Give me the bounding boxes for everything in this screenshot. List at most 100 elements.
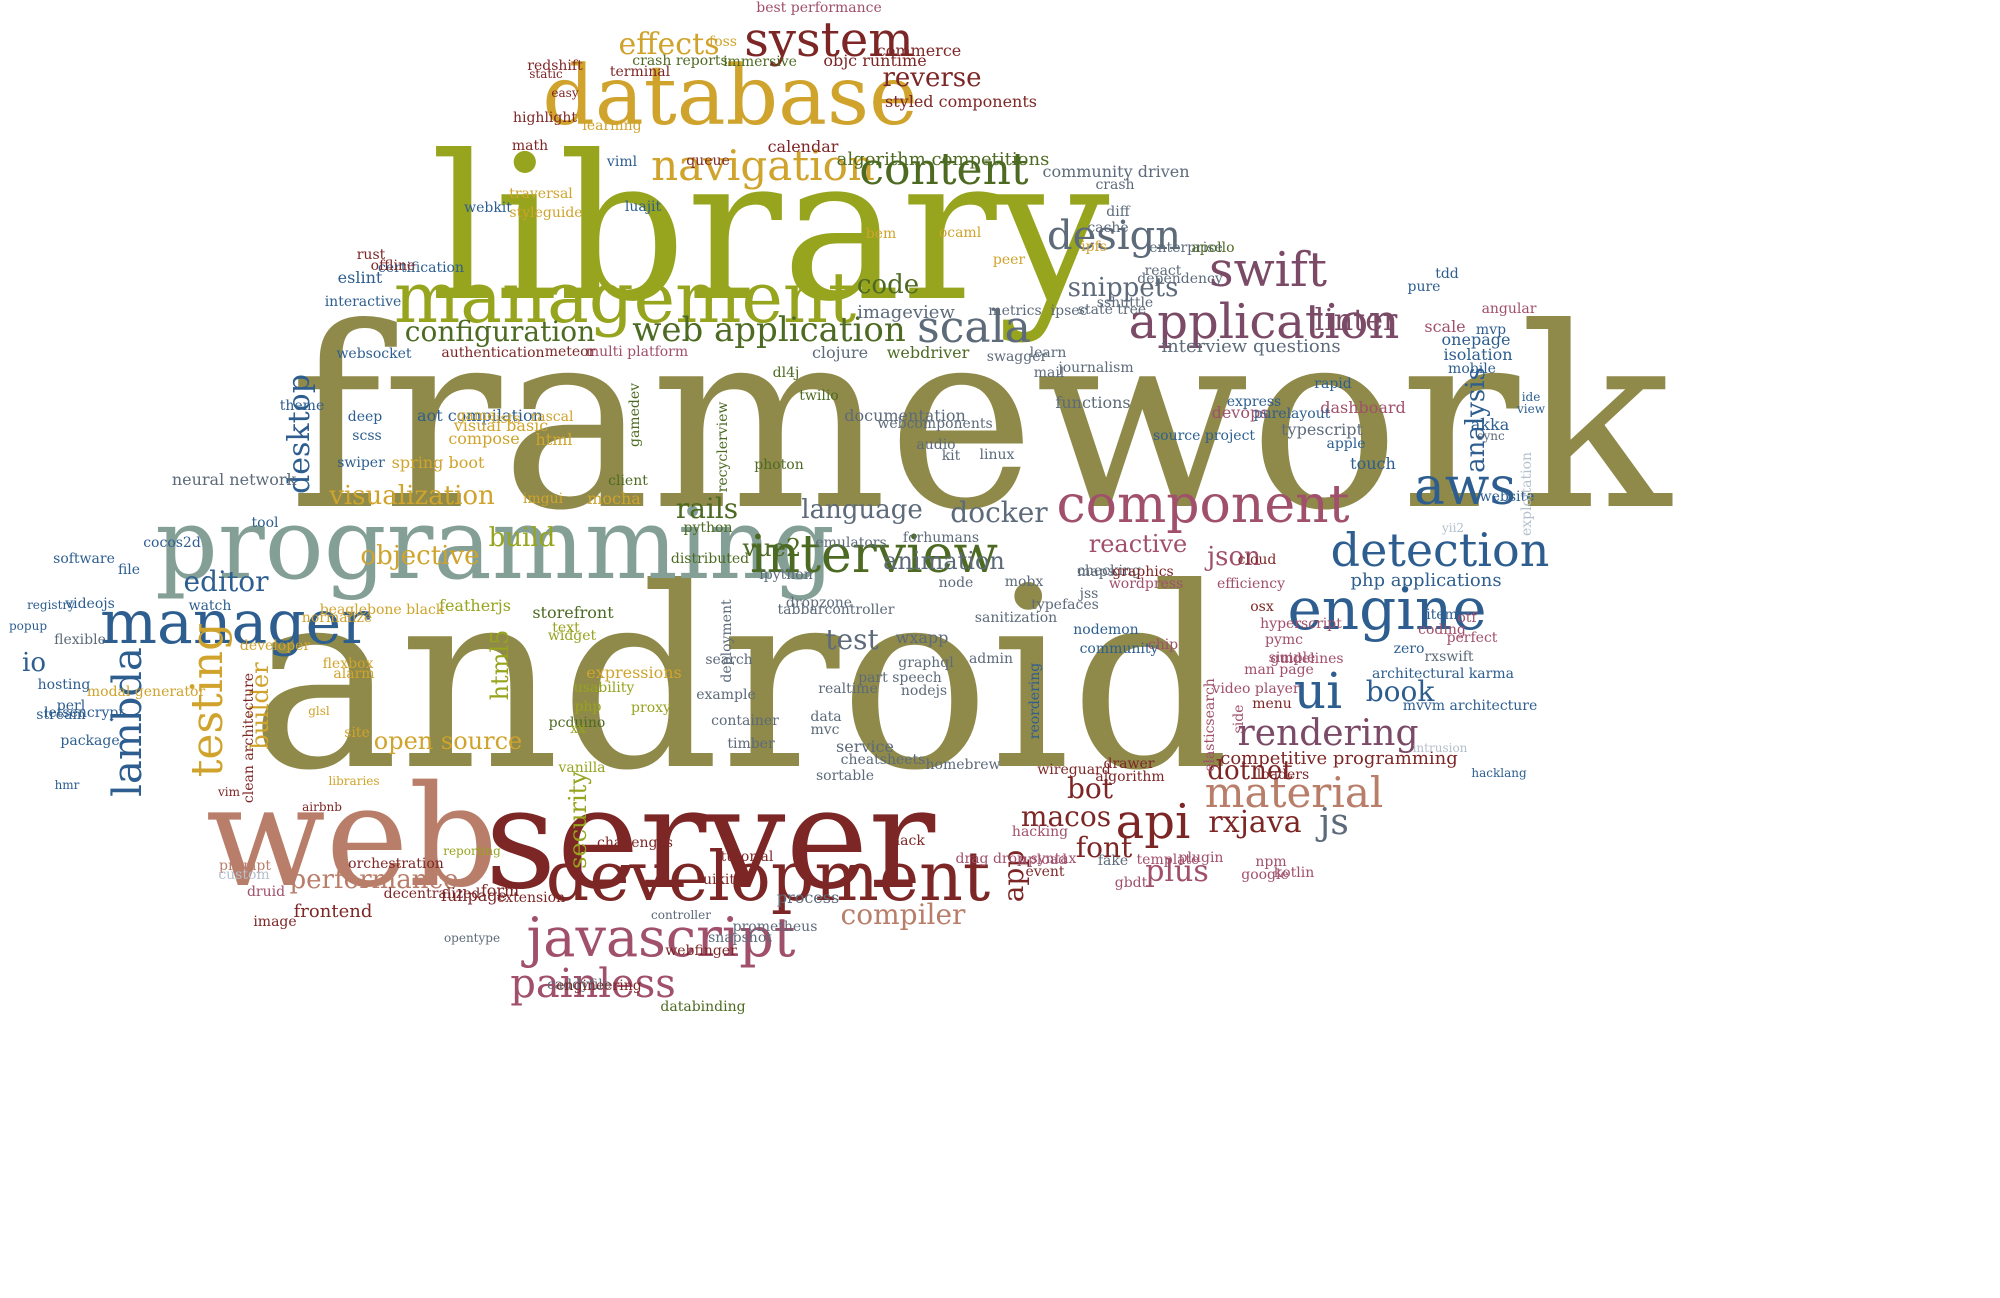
- word: exploitation: [1519, 451, 1535, 537]
- word: view: [1517, 402, 1545, 416]
- word: timber: [727, 736, 775, 752]
- word: dropzone: [785, 595, 853, 611]
- word: management: [393, 257, 857, 339]
- word: enterprise: [1149, 240, 1223, 256]
- word: sshuttle: [1096, 295, 1154, 311]
- word: webcomponents: [877, 416, 993, 432]
- word: php applications: [1350, 570, 1502, 591]
- word: react: [1144, 263, 1182, 279]
- word: sortable: [815, 768, 875, 784]
- word: redshift: [527, 58, 583, 74]
- word: akka: [1470, 415, 1510, 434]
- word: animation: [883, 547, 1005, 575]
- word: guidelines: [1270, 651, 1344, 667]
- word: vim: [218, 785, 240, 799]
- word: swift: [1208, 242, 1328, 298]
- word: scale: [1424, 317, 1466, 336]
- word: website: [1479, 489, 1535, 505]
- word: database: [542, 49, 918, 144]
- word: image: [253, 914, 297, 930]
- word: queue: [686, 153, 730, 169]
- word: tool: [251, 515, 279, 531]
- word: material: [1204, 768, 1384, 817]
- word: service: [836, 737, 894, 756]
- word: typescript: [1281, 420, 1363, 439]
- word: sanitization: [974, 610, 1058, 626]
- word: drag drop syntax: [955, 851, 1077, 867]
- word: framework: [289, 274, 1671, 565]
- word: cache: [1087, 220, 1129, 236]
- word: styled components: [885, 92, 1037, 111]
- word: game: [456, 408, 496, 424]
- word: dashboard: [1320, 398, 1406, 417]
- word: stream: [36, 707, 86, 723]
- word: man page: [1244, 662, 1314, 678]
- word: site: [344, 725, 370, 741]
- word: crash reports: [632, 53, 728, 69]
- word: beaglebone black: [319, 602, 445, 618]
- word: homebrew: [925, 757, 1001, 773]
- word: client: [608, 473, 648, 489]
- word: zero: [1393, 641, 1425, 657]
- word: twilio: [799, 388, 839, 404]
- word: open source: [373, 727, 523, 755]
- word: expressions: [586, 663, 682, 682]
- word: webkit: [464, 200, 512, 216]
- word: html5: [486, 629, 514, 701]
- word: modal generator: [86, 684, 206, 700]
- word: hosting: [37, 677, 91, 693]
- word: mocha: [587, 489, 641, 508]
- word: menu: [1252, 696, 1292, 712]
- word: simple: [1268, 650, 1316, 666]
- word: font: [1075, 831, 1133, 864]
- word: objective: [360, 541, 480, 571]
- word: ipython: [759, 567, 813, 583]
- word: extension: [496, 890, 566, 906]
- word: docker: [950, 496, 1048, 529]
- word: ocaml: [938, 225, 982, 241]
- word: compiler: [840, 898, 966, 931]
- word: certification: [378, 260, 464, 276]
- word: challenges: [597, 835, 673, 851]
- word: interview: [750, 525, 998, 585]
- word: visualization: [329, 481, 495, 511]
- word: rendering: [1237, 713, 1419, 754]
- word: frontend: [293, 901, 373, 922]
- word: easy: [551, 86, 579, 100]
- word: hyperscript: [1260, 616, 1342, 632]
- word: gamedev: [627, 382, 643, 448]
- word: configuration: [404, 315, 596, 348]
- word: content: [859, 144, 1029, 195]
- word: source project: [1152, 428, 1256, 444]
- word: linux: [979, 447, 1015, 463]
- word: realtime: [818, 681, 878, 697]
- word: testing: [182, 622, 233, 778]
- word: dependency: [1137, 271, 1223, 287]
- word: static: [529, 67, 563, 81]
- word: luajit: [624, 199, 662, 215]
- word: gbdt: [1114, 875, 1148, 891]
- word: intrusion: [1412, 741, 1468, 755]
- word: engine: [1287, 575, 1487, 643]
- word: prometheus: [732, 919, 818, 935]
- word: tdd: [1435, 266, 1459, 282]
- word: popup: [9, 619, 47, 633]
- word: web application: [632, 310, 906, 350]
- word: snippets: [1067, 273, 1179, 303]
- word: system: [744, 12, 914, 68]
- word: wordpress: [1108, 576, 1184, 592]
- word: widget: [547, 628, 597, 644]
- word: template: [1136, 852, 1200, 868]
- word: plugin: [1178, 850, 1224, 866]
- word: mvp: [1475, 322, 1507, 338]
- word: search: [705, 652, 753, 668]
- word: authentication: [441, 345, 545, 361]
- word: rails: [675, 492, 739, 525]
- word: airbnb: [302, 800, 342, 814]
- word: nodejs: [900, 683, 948, 699]
- word: effects: [618, 27, 720, 62]
- word: deep: [347, 409, 383, 425]
- word: mobile: [1448, 361, 1496, 377]
- word: yii2: [1441, 521, 1465, 535]
- word: foss: [709, 34, 737, 50]
